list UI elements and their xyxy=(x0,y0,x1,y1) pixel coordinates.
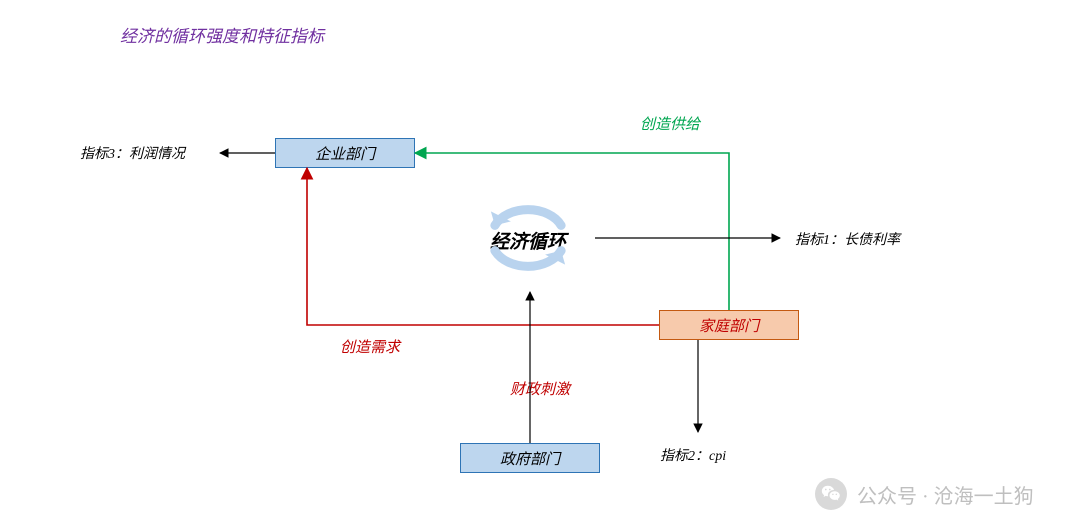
diagram-title: 经济的循环强度和特征指标 xyxy=(120,22,324,47)
edge-indicator2-label: 指标2：cpi xyxy=(660,445,726,465)
edge-demand xyxy=(307,168,659,325)
center-cycle-label: 经济循环 xyxy=(490,227,566,254)
edge-supply xyxy=(415,153,729,310)
node-government-label: 政府部门 xyxy=(500,448,560,469)
node-government: 政府部门 xyxy=(460,443,600,473)
node-household-label: 家庭部门 xyxy=(699,315,759,336)
watermark-text: 公众号 · 沧海一土狗 xyxy=(857,480,1034,509)
node-enterprise: 企业部门 xyxy=(275,138,415,168)
edge-indicator3-label: 指标3：利润情况 xyxy=(80,143,185,163)
edge-fiscal-label: 财政刺激 xyxy=(510,378,570,399)
watermark: 公众号 · 沧海一土狗 xyxy=(815,478,1034,510)
edge-demand-label: 创造需求 xyxy=(340,336,400,357)
wechat-icon xyxy=(815,478,847,510)
edge-indicator1-label: 指标1：长债利率 xyxy=(795,229,900,249)
node-enterprise-label: 企业部门 xyxy=(315,143,375,164)
edge-supply-label: 创造供给 xyxy=(640,113,700,134)
node-household: 家庭部门 xyxy=(659,310,799,340)
